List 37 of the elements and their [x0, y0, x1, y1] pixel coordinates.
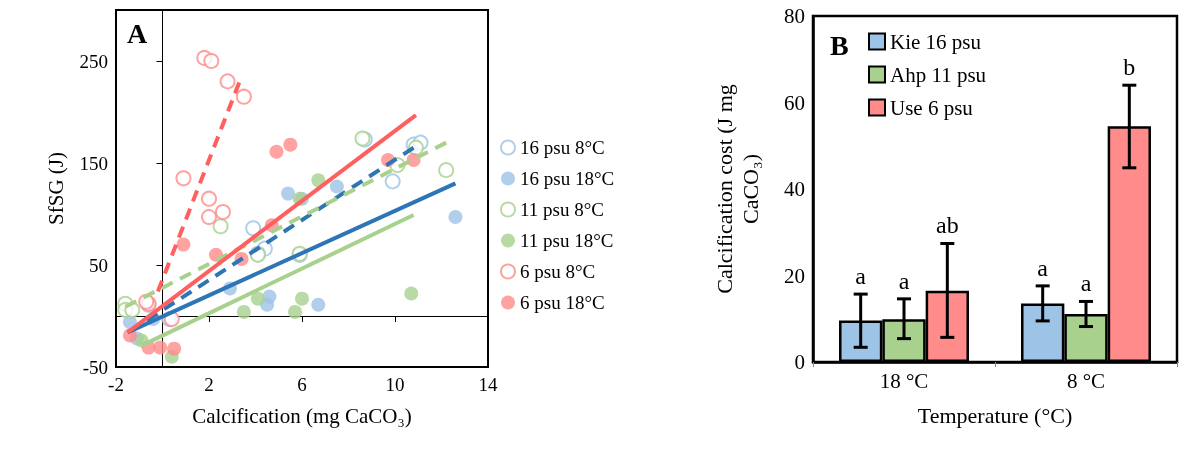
x-axis-title: Temperature (°C): [917, 402, 1073, 428]
legend-label: 6 psu 8°C: [520, 261, 596, 282]
data-label: a: [898, 267, 910, 294]
data-label: a: [855, 263, 867, 290]
y-tick-label: 80: [784, 4, 805, 28]
x-tick-label: -2: [108, 374, 124, 395]
chart-title: A: [127, 17, 148, 49]
y-tick-label: 0: [794, 350, 805, 374]
legend-label: 11 psu 8°C: [520, 199, 604, 220]
y-axis-title: Calcification cost (J mg CaCO₃): [711, 84, 763, 294]
legend-label: 16 psu 18°C: [520, 168, 615, 189]
text: B: [830, 29, 849, 61]
legend-label: Kie 16 psu: [890, 29, 982, 54]
x-tick-label: 2: [204, 374, 214, 395]
x-tick-label: 8 °C: [1066, 368, 1106, 393]
x-tick-label: 14: [478, 374, 498, 395]
data-label: ab: [935, 212, 959, 239]
data-label: b: [1123, 54, 1136, 81]
legend-label: Ahp 11 psu: [890, 62, 987, 87]
x-axis-title: Calcification (mg CaCO₃): [192, 403, 412, 428]
legend-label: Use 6 psu: [890, 95, 974, 120]
y-tick-label: 150: [79, 152, 108, 174]
y-tick-label: 20: [784, 263, 805, 288]
y-axis-title: SfSG (J): [43, 152, 68, 225]
legend-label: 16 psu 8°C: [520, 137, 605, 158]
y-tick-label: 250: [79, 50, 108, 72]
y-tick-label: 60: [784, 90, 805, 115]
data-label: a: [1080, 270, 1092, 297]
legend-label: 6 psu 18°C: [520, 292, 605, 313]
x-tick-label: 18 °C: [879, 368, 929, 393]
y-tick-label: -50: [82, 356, 108, 378]
x-tick-label: 6: [297, 374, 307, 395]
y-tick-label: 50: [89, 254, 108, 276]
legend-label: 11 psu 18°C: [520, 230, 614, 251]
y-tick-label: 40: [784, 177, 805, 201]
data-label: a: [1037, 254, 1049, 281]
x-tick-label: 10: [385, 374, 405, 395]
